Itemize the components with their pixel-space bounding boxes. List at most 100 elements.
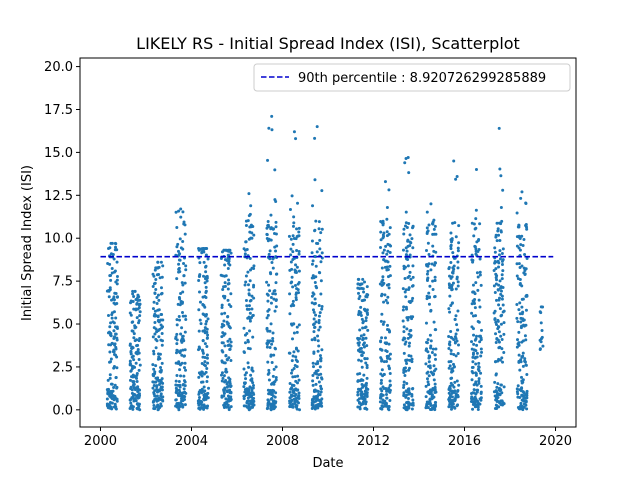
data-point [296,395,300,399]
data-point [174,210,178,214]
data-point [404,295,408,299]
data-point [108,286,112,290]
data-point [138,388,142,392]
y-tick-label: 7.5 [52,275,73,290]
data-point [137,351,141,355]
data-point [363,298,367,302]
data-point [381,251,385,255]
data-point [109,357,113,361]
data-point [109,321,113,325]
data-point [289,253,293,257]
data-point [496,259,500,263]
data-point [449,359,453,363]
data-point [364,383,368,387]
data-point [270,342,274,346]
data-point [477,377,481,381]
data-point [471,407,475,411]
data-point [133,397,137,401]
data-point [426,370,430,374]
data-point [409,354,413,358]
data-point [447,405,451,409]
data-point [316,334,320,338]
data-point [448,274,452,278]
data-point [361,338,365,342]
data-point [273,347,277,351]
data-point [115,248,119,252]
data-point [178,258,182,262]
data-point [295,407,299,411]
data-point [524,202,528,206]
data-point [359,334,363,338]
data-point [243,341,247,345]
data-point [224,397,228,401]
data-point [183,403,187,407]
data-point [226,343,230,347]
data-point [385,396,389,400]
data-point [178,237,182,241]
data-point [317,344,321,348]
data-point [359,359,363,363]
data-point [386,301,390,305]
data-point [159,365,163,369]
data-point [251,397,255,401]
data-point [452,385,456,389]
data-point [361,343,365,347]
x-axis: 2000 2004 2008 2012 2016 2020 [84,427,572,449]
data-point [247,237,251,241]
data-point [266,293,270,297]
data-point [207,386,211,390]
data-point [269,213,273,217]
data-point [518,237,522,241]
data-point [427,291,431,295]
data-point [401,287,405,291]
data-point [105,404,109,408]
data-point [385,217,389,221]
data-point [291,234,295,238]
data-point [454,235,458,239]
data-point [157,382,161,386]
data-point [201,349,205,353]
data-point [364,361,368,365]
data-point [291,257,295,261]
data-point [432,320,436,324]
data-point [245,307,249,311]
data-point [431,373,435,377]
data-point [433,382,437,386]
data-point [315,376,319,380]
data-point [520,324,524,328]
data-point [365,344,369,348]
data-point [111,389,115,393]
data-point [225,385,229,389]
data-point [226,287,230,291]
data-point [521,339,525,343]
data-point [540,329,544,333]
data-point [155,385,159,389]
data-point [297,378,301,382]
data-point [473,244,477,248]
data-point [479,354,483,358]
data-point [295,360,299,364]
data-point [288,292,292,296]
data-point [477,379,481,383]
data-point [386,242,390,246]
data-point [502,321,506,325]
data-point [228,380,232,384]
data-point [105,397,109,401]
data-point [108,376,112,380]
data-point [448,364,452,368]
data-point [160,326,164,330]
x-tick-label: 2000 [84,434,117,449]
data-point [357,397,361,401]
data-point [470,253,474,257]
data-point [520,386,524,390]
data-point [449,261,453,265]
data-point [268,402,272,406]
data-point [402,383,406,387]
data-point [387,405,391,409]
data-point [498,286,502,290]
data-point [429,404,433,408]
data-point [115,397,119,401]
data-point [310,338,314,342]
data-point [180,393,184,397]
data-point [153,394,157,398]
